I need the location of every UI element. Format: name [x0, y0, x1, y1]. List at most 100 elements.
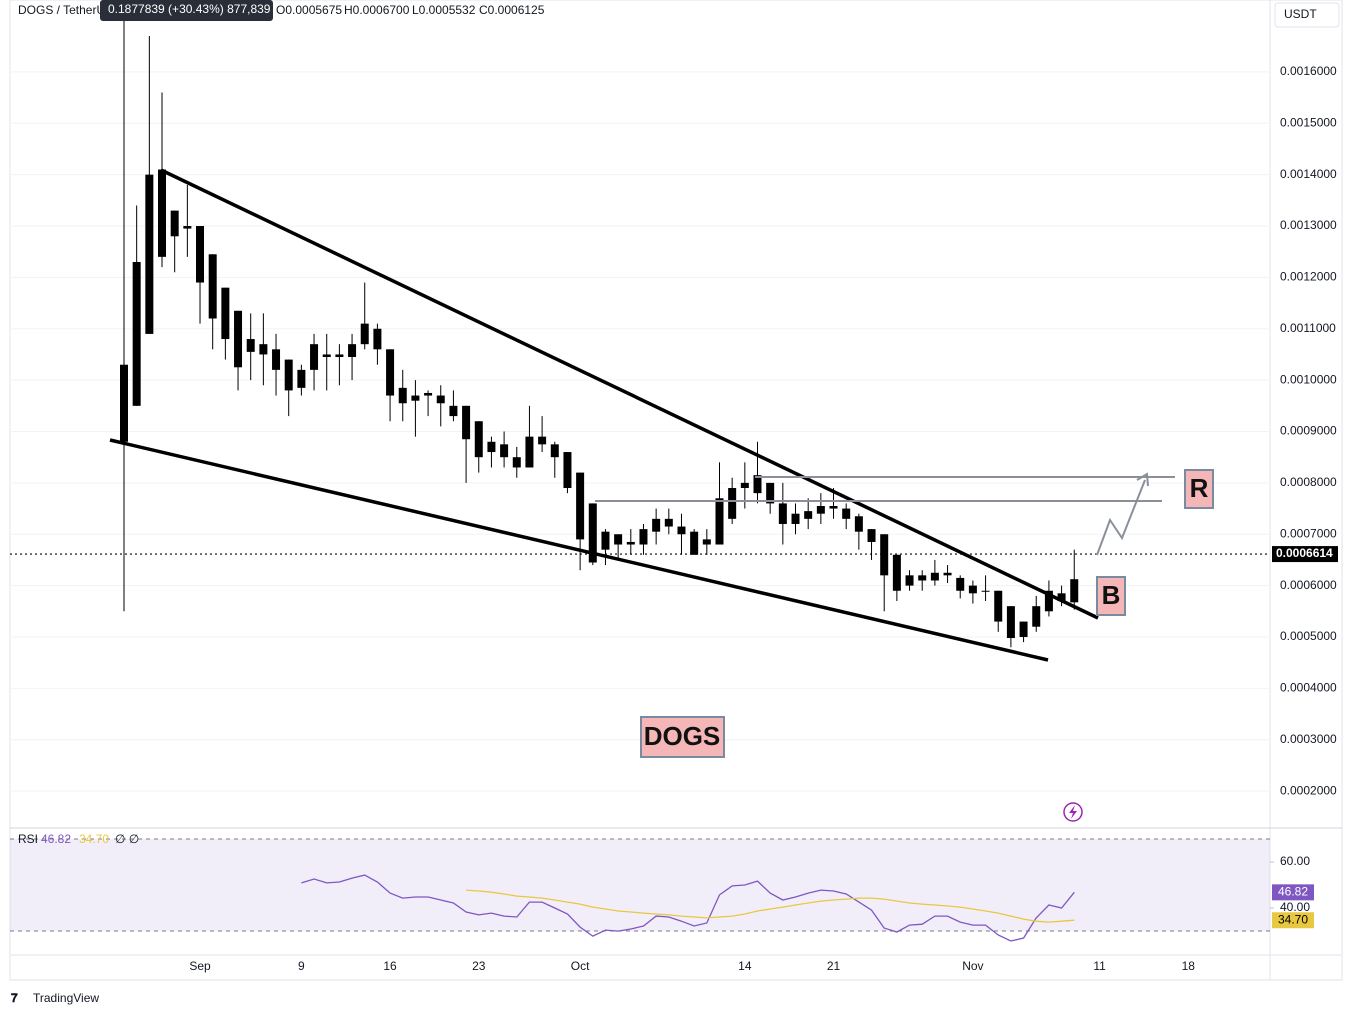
candle-body [398, 387, 407, 404]
x-tick-label: 23 [472, 959, 486, 973]
candle-body [1006, 606, 1015, 639]
candle-body [588, 503, 597, 563]
candle-body [614, 534, 623, 545]
brand-logo: 𝟕 [11, 991, 18, 1005]
candle-body [956, 577, 965, 591]
rsi-legend-extra: ∅ ∅ [115, 832, 139, 846]
x-tick-label: Oct [571, 959, 590, 973]
candle-body [664, 518, 673, 527]
annotation: R [1190, 473, 1209, 503]
y-tick-label: 0.0016000 [1280, 64, 1337, 78]
arrow-head [1136, 472, 1149, 487]
y-tick-label: 0.0013000 [1280, 218, 1337, 232]
candle-body [867, 529, 876, 542]
projection-arrow [1096, 479, 1146, 556]
y-tick-label: 0.0006000 [1280, 578, 1337, 592]
rsi-line [466, 889, 1075, 923]
annotation-box [1184, 469, 1214, 509]
candle-body [1044, 590, 1053, 612]
ohlc-close: C0.0006125 [479, 3, 545, 17]
annotation: B [1102, 580, 1121, 610]
rsi-ma-legend-value: 34.70 [79, 832, 109, 846]
ohlc-open: O0.0005675 [276, 3, 342, 17]
candle-body [690, 531, 699, 555]
candle-body [436, 395, 445, 404]
candle-body [880, 534, 889, 576]
y-tick-label: 0.0010000 [1280, 372, 1337, 386]
candle-body [943, 572, 952, 576]
candle-body [778, 503, 787, 524]
tooltip-pill [100, 0, 273, 21]
candle-body [449, 405, 458, 417]
x-tick-label: 18 [1182, 959, 1196, 973]
x-tick-label: Nov [962, 959, 983, 973]
value-label-box [1272, 912, 1314, 929]
candle-body [487, 441, 496, 453]
candle-body [854, 516, 863, 532]
candle-body [322, 354, 331, 358]
candle-body [158, 169, 167, 257]
x-tick-label: Sep [189, 959, 211, 973]
y-tick-label: 0.0012000 [1280, 270, 1337, 284]
y-tick-label: 0.0011000 [1280, 321, 1336, 335]
candle-body [601, 531, 610, 550]
candle-body [816, 505, 825, 514]
candle-body [905, 575, 914, 586]
currency-button[interactable] [1274, 2, 1340, 28]
candle-body [196, 226, 205, 283]
lower-trendline [109, 438, 1049, 662]
candle-body [550, 444, 559, 458]
y-tick-label: 0.0015000 [1280, 115, 1337, 129]
rsi-legend-title: RSI [18, 832, 38, 846]
last-price-box [1272, 546, 1338, 563]
candle-body [170, 210, 179, 237]
event-icon-bolt [1069, 805, 1077, 819]
upper-trendline [160, 168, 1099, 620]
x-tick-label: 14 [738, 959, 752, 973]
y-tick-label: 0.0014000 [1280, 167, 1337, 181]
y-tick-label: 0.0004000 [1280, 681, 1337, 695]
y-tick-label: 0.0009000 [1280, 424, 1337, 438]
candle-body [576, 472, 585, 540]
rsi-band [10, 838, 1270, 932]
tooltip-text: 0.1877839 (+30.43%) 877,839 [108, 2, 271, 16]
candle-body [829, 505, 838, 509]
candle-body [145, 174, 154, 334]
candle-body [563, 452, 572, 489]
value-label-box [1272, 884, 1314, 901]
candle-body [538, 436, 547, 445]
candle-body [221, 287, 230, 340]
candle-body [1057, 593, 1066, 602]
candle-body [930, 572, 939, 581]
candle-body [652, 518, 661, 532]
candle-body [183, 226, 192, 229]
candle-body [639, 529, 648, 545]
candle-body [740, 482, 749, 489]
candle-body [284, 359, 293, 391]
y-tick-label: 0.0003000 [1280, 732, 1337, 746]
value-label: 46.82 [1278, 885, 1308, 899]
candle-body [981, 590, 990, 592]
value-label: 34.70 [1278, 912, 1308, 926]
x-tick-label: 11 [1093, 959, 1106, 973]
candle-body [677, 526, 686, 535]
candle-body [335, 354, 344, 358]
rsi-legend-value: 46.82 [41, 832, 71, 846]
candle-body [462, 405, 471, 440]
candle-body [1019, 621, 1028, 637]
candle-body [512, 457, 521, 468]
candle-body [259, 344, 268, 355]
candle-body [702, 539, 711, 545]
candle-body [297, 369, 306, 388]
currency-label: USDT [1284, 7, 1317, 21]
candle-body [132, 261, 141, 406]
candle-body [842, 508, 851, 519]
last-price-label: 0.0006614 [1276, 546, 1333, 560]
candle-body [272, 349, 281, 370]
candle-body [994, 590, 1003, 622]
candle-body [766, 482, 775, 504]
candle-body [500, 444, 509, 458]
candle-body [753, 475, 762, 494]
